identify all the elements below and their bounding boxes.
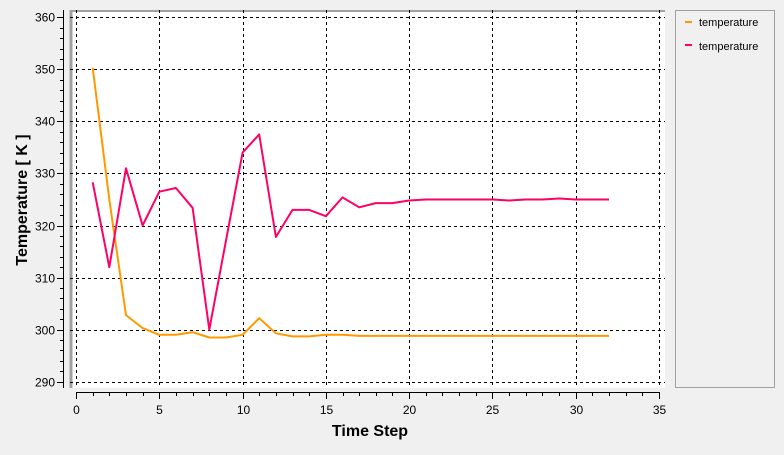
x-tick-label: 10 xyxy=(237,403,251,417)
x-tick-label: 20 xyxy=(403,403,417,417)
y-tick-label: 300 xyxy=(35,324,55,338)
x-tick-label: 25 xyxy=(486,403,500,417)
y-tick-label: 310 xyxy=(35,272,55,286)
y-axis-label: Temperature [ K ] xyxy=(14,134,31,265)
x-tick-label: 30 xyxy=(570,403,584,417)
x-axis-label: Time Step xyxy=(332,423,408,440)
series-line-1 xyxy=(91,133,609,331)
y-tick-label: 350 xyxy=(35,63,55,77)
legend: temperature temperature xyxy=(675,10,775,388)
x-tick-label: 0 xyxy=(73,403,80,417)
x-tick-label: 35 xyxy=(653,403,667,417)
y-tick-label: 340 xyxy=(35,115,55,129)
legend-box xyxy=(675,10,775,388)
x-tick-label: 5 xyxy=(156,403,163,417)
legend-label-0: temperature xyxy=(699,17,758,29)
series-line-0 xyxy=(91,67,609,339)
y-tick-label: 320 xyxy=(35,220,55,234)
y-tick-label: 330 xyxy=(35,167,55,181)
y-tick-label: 290 xyxy=(35,376,55,390)
y-tick-label: 360 xyxy=(35,11,55,25)
legend-label-1: temperature xyxy=(699,41,758,53)
x-tick-label: 15 xyxy=(320,403,334,417)
